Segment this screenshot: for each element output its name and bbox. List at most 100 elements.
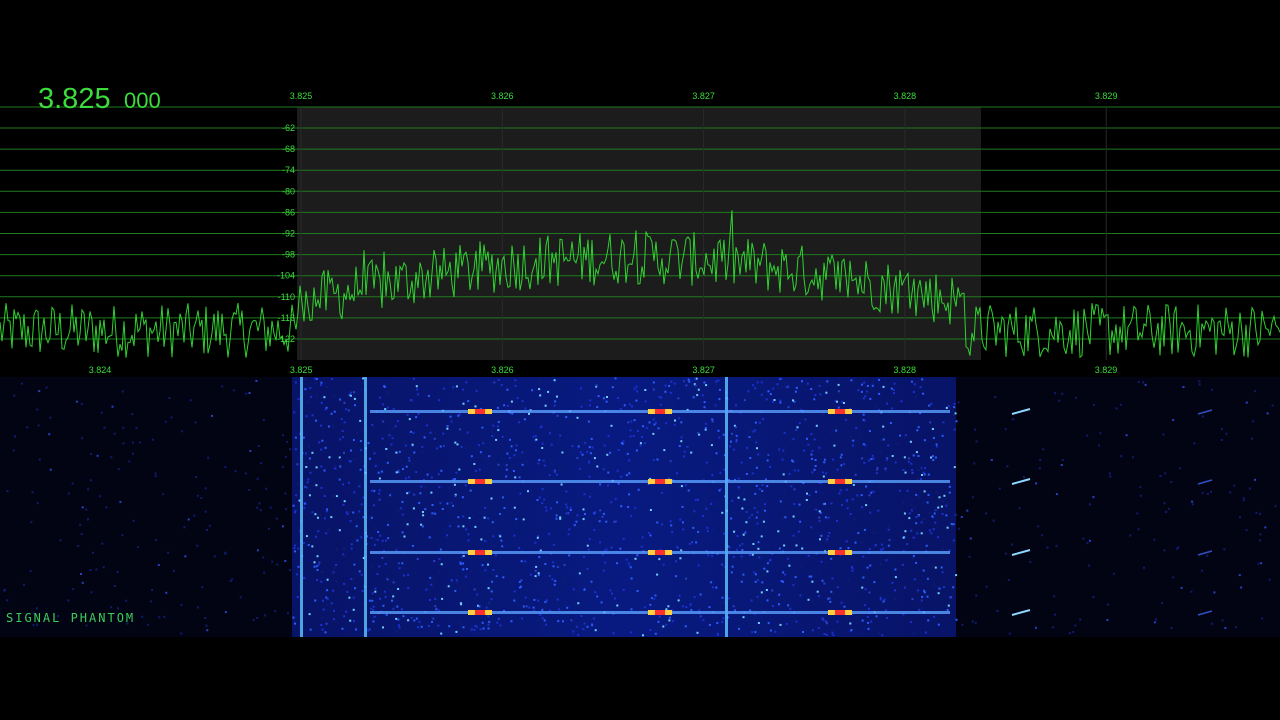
noise: [311, 545, 314, 548]
noise: [565, 503, 568, 506]
noise: [347, 409, 350, 412]
noise: [362, 377, 365, 380]
noise: [935, 445, 938, 448]
noise: [297, 547, 300, 550]
noise: [535, 565, 538, 568]
noise: [705, 384, 708, 387]
noise: [892, 388, 895, 391]
noise: [932, 528, 935, 531]
noise: [588, 404, 591, 407]
noise: [305, 535, 308, 538]
noise: [519, 492, 522, 495]
noise: [1191, 503, 1194, 506]
noise: [847, 547, 850, 549]
noise: [850, 379, 853, 382]
noise: [825, 391, 828, 394]
noise: [1092, 496, 1095, 499]
noise: [442, 445, 445, 447]
noise: [377, 471, 380, 474]
noise: [294, 550, 296, 553]
noise: [528, 606, 531, 609]
noise: [282, 525, 284, 528]
noise: [802, 631, 804, 633]
grid: [0, 106, 1280, 360]
noise: [616, 604, 619, 607]
noise: [154, 472, 157, 475]
noise: [284, 492, 287, 495]
noise: [923, 518, 926, 521]
noise: [384, 408, 387, 411]
noise: [508, 393, 511, 396]
noise: [314, 599, 317, 602]
noise: [694, 498, 697, 501]
noise: [885, 559, 888, 562]
noise: [402, 468, 404, 471]
noise: [1061, 392, 1064, 395]
noise: [1239, 516, 1241, 519]
noise: [622, 537, 625, 540]
top-scale-label: 3.827: [692, 91, 715, 101]
noise: [654, 632, 657, 635]
noise: [853, 518, 856, 521]
noise: [637, 429, 639, 432]
noise: [968, 555, 971, 558]
noise: [789, 607, 792, 610]
noise: [680, 436, 683, 439]
noise: [431, 504, 434, 506]
noise: [758, 421, 761, 424]
noise: [1034, 626, 1037, 629]
noise: [810, 457, 813, 460]
noise: [601, 515, 604, 518]
noise: [80, 533, 83, 536]
noise: [406, 413, 409, 416]
noise: [1035, 482, 1038, 485]
noise: [682, 465, 685, 468]
noise: [371, 423, 374, 426]
noise: [808, 494, 811, 497]
noise: [829, 600, 832, 603]
noise: [221, 385, 224, 388]
noise: [356, 431, 359, 434]
noise: [578, 467, 581, 470]
noise: [550, 443, 553, 446]
noise: [470, 570, 473, 573]
noise: [157, 564, 160, 566]
top-scale-label: 3.825: [290, 91, 313, 101]
noise: [756, 595, 759, 598]
noise: [293, 544, 296, 547]
noise: [67, 492, 70, 495]
noise: [374, 465, 377, 467]
noise: [319, 513, 322, 516]
noise: [100, 411, 103, 414]
noise: [913, 383, 916, 386]
noise: [553, 404, 556, 407]
noise: [305, 415, 308, 418]
noise: [862, 576, 865, 579]
noise: [891, 581, 894, 584]
noise: [659, 403, 662, 406]
noise: [655, 421, 657, 424]
noise: [403, 535, 406, 538]
noise: [353, 491, 356, 494]
noise: [863, 461, 866, 464]
noise: [825, 633, 828, 636]
noise: [477, 604, 479, 607]
noise: [311, 511, 314, 514]
noise: [500, 539, 503, 542]
noise: [341, 430, 344, 432]
noise: [485, 606, 488, 609]
noise: [488, 620, 491, 623]
noise: [434, 605, 437, 608]
noise: [483, 516, 486, 519]
noise: [634, 506, 637, 509]
noise: [914, 396, 917, 399]
noise: [669, 460, 672, 463]
noise: [309, 628, 312, 631]
noise: [386, 391, 388, 394]
noise: [537, 574, 540, 577]
noise: [340, 458, 342, 460]
noise: [916, 532, 919, 535]
noise: [922, 471, 925, 474]
noise: [162, 493, 165, 496]
noise: [384, 555, 387, 558]
